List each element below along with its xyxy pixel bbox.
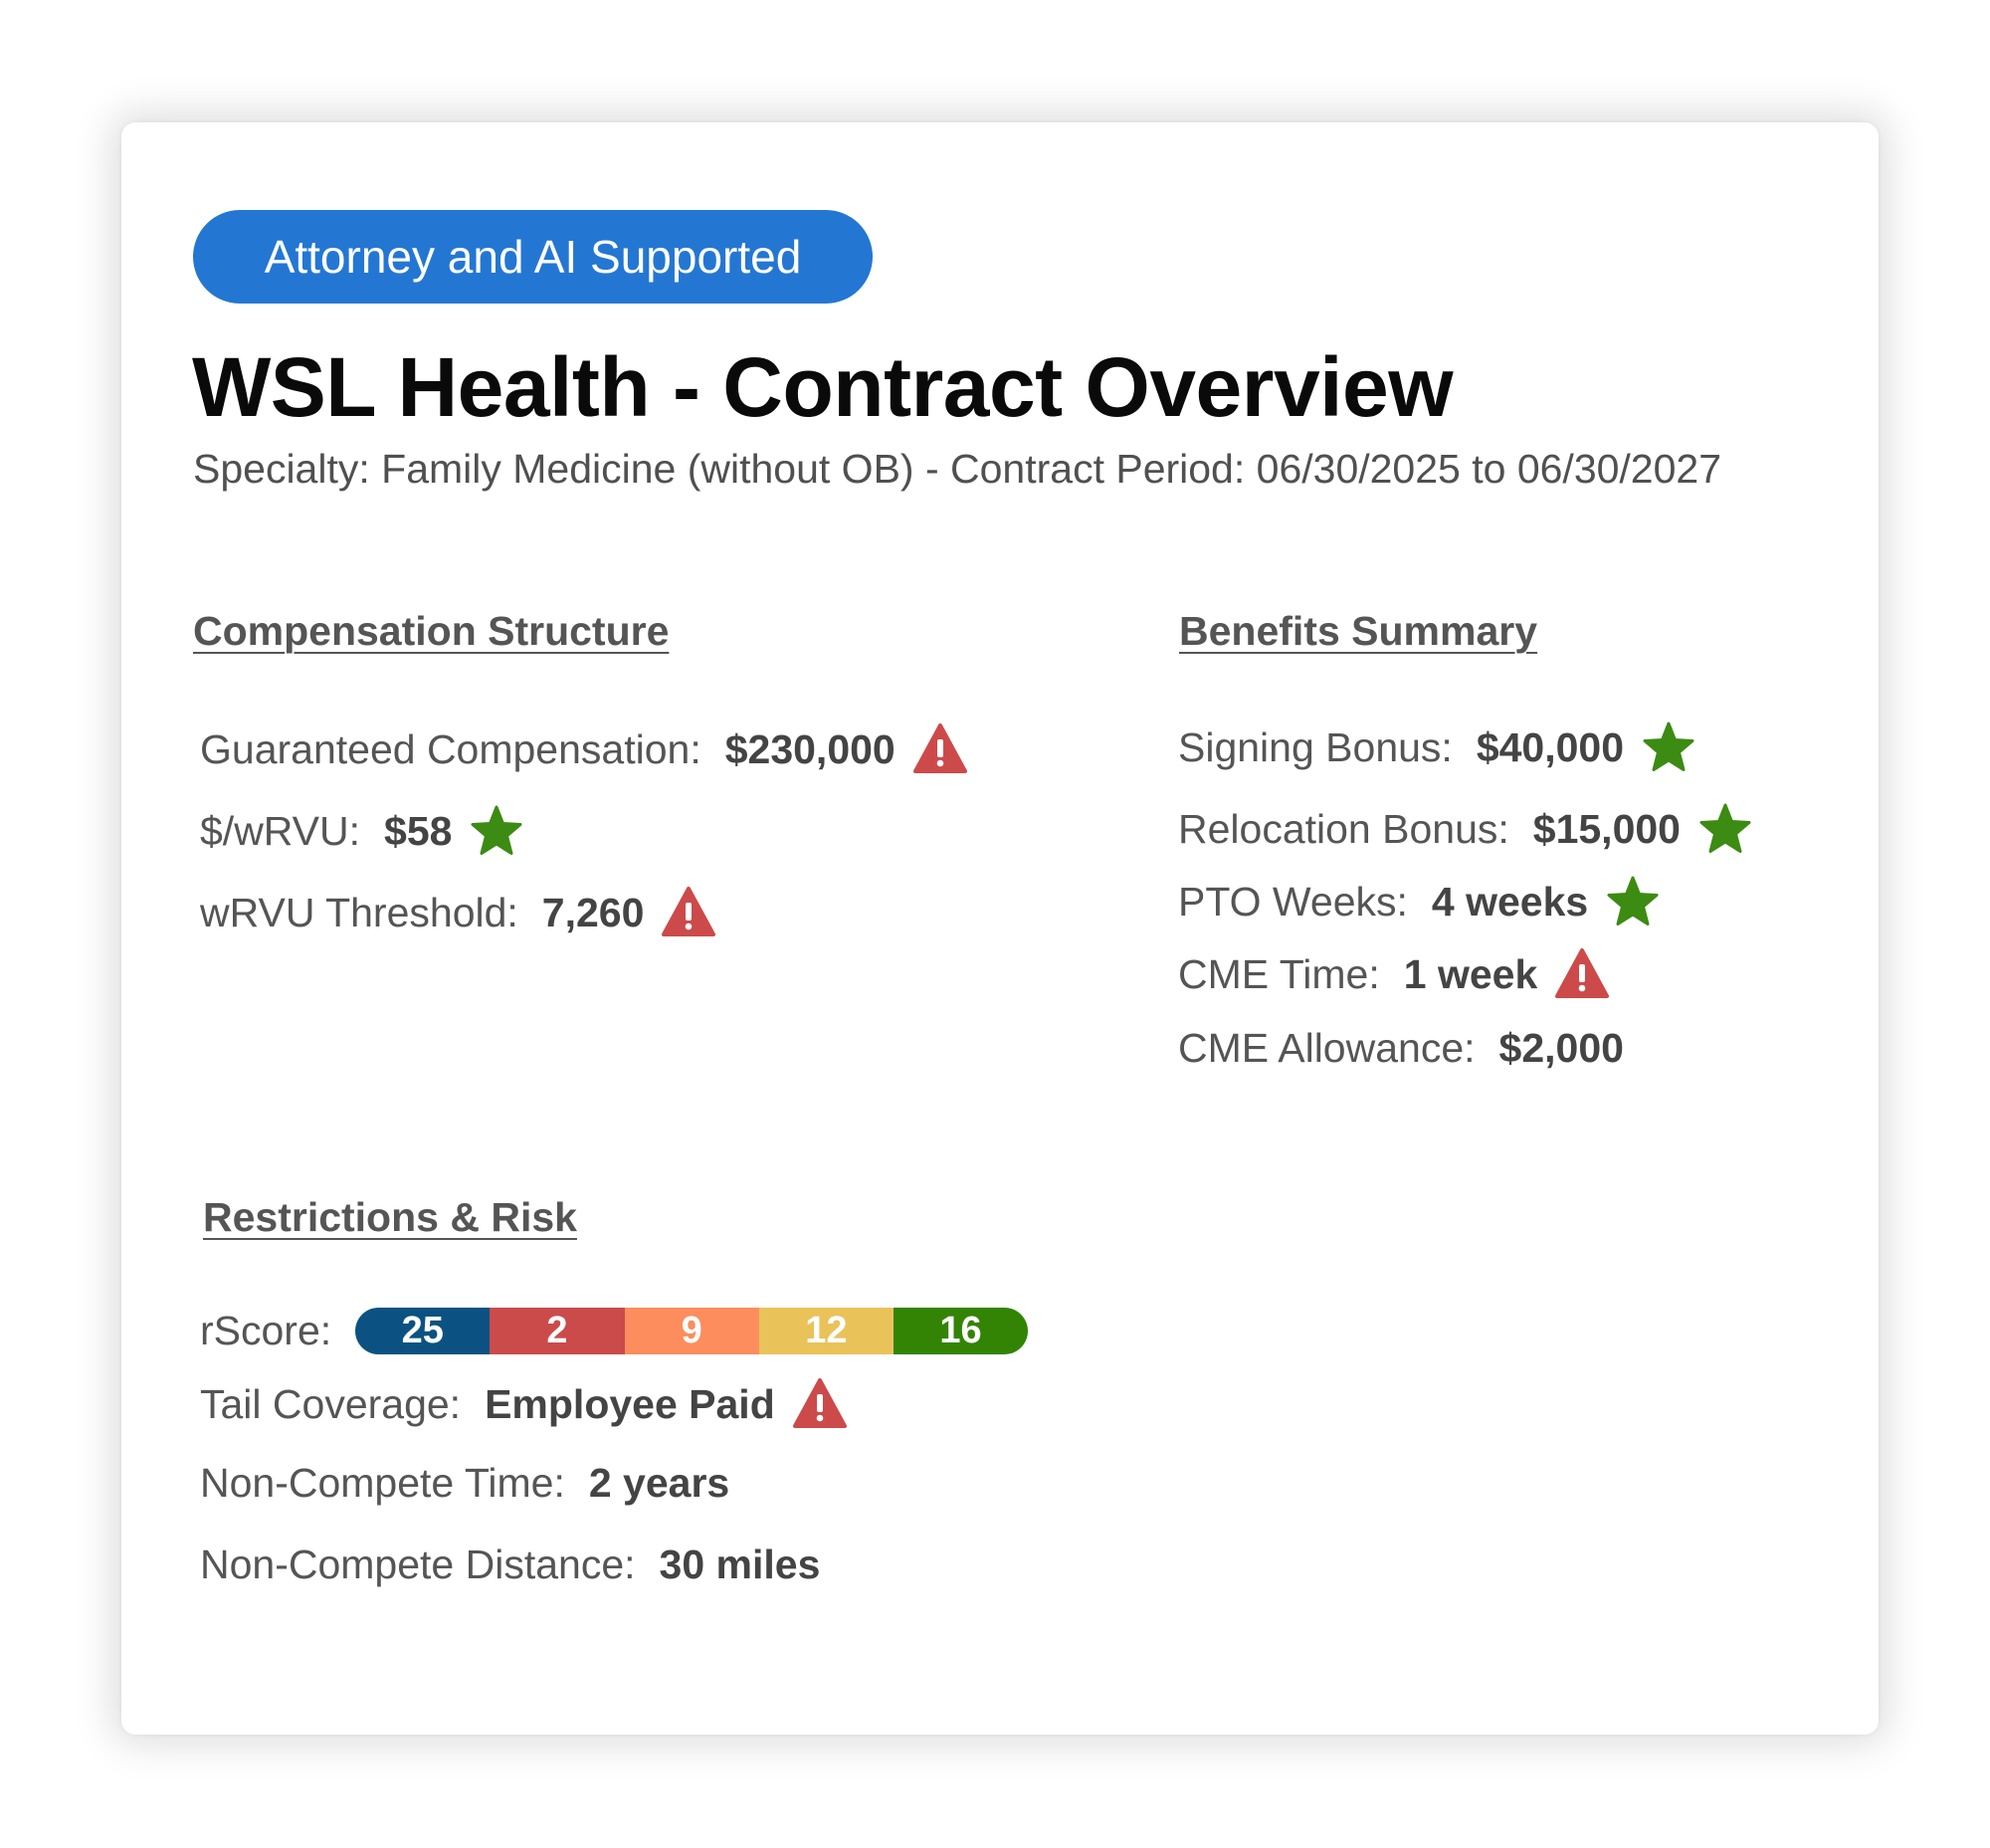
compensation-heading: Compensation Structure	[193, 608, 670, 654]
item-value: Employee Paid	[485, 1380, 775, 1427]
item-label: wRVU Threshold:	[200, 889, 518, 935]
restrictions-item-non-compete-time: Non-Compete Time: 2 years	[200, 1453, 729, 1513]
rscore-row: rScore: 25 2 9 12 16	[200, 1301, 1029, 1360]
benefits-item-cme-time: CME Time: 1 week	[1178, 944, 1610, 1004]
star-icon	[1606, 875, 1660, 928]
item-label: Non-Compete Distance:	[200, 1540, 636, 1587]
item-value: 4 weeks	[1431, 878, 1589, 924]
item-label: Relocation Bonus:	[1178, 805, 1509, 852]
item-value: $2,000	[1498, 1024, 1624, 1071]
contract-overview-card: Attorney and AI Supported WSL Health - C…	[121, 122, 1879, 1735]
rscore-label: rScore:	[200, 1307, 332, 1353]
benefits-item-relocation-bonus: Relocation Bonus: $15,000	[1178, 799, 1752, 859]
item-label: $/wRVU:	[200, 807, 361, 854]
item-value: 1 week	[1403, 950, 1538, 997]
warning-icon	[912, 722, 967, 776]
rscore-segment: 2	[490, 1307, 625, 1354]
restrictions-heading: Restrictions & Risk	[203, 1194, 577, 1240]
attorney-ai-badge: Attorney and AI Supported	[193, 210, 873, 304]
item-label: Non-Compete Time:	[200, 1459, 565, 1506]
item-label: Signing Bonus:	[1178, 723, 1453, 770]
warning-icon	[1555, 947, 1610, 1001]
item-label: CME Time:	[1178, 950, 1380, 997]
warning-icon	[662, 886, 716, 939]
benefits-item-pto-weeks: PTO Weeks: 4 weeks	[1178, 872, 1660, 931]
item-value: 30 miles	[659, 1540, 821, 1587]
restrictions-item-non-compete-distance: Non-Compete Distance: 30 miles	[200, 1535, 820, 1594]
item-label: CME Allowance:	[1178, 1024, 1476, 1071]
rscore-segment: 25	[355, 1307, 491, 1354]
item-label: Tail Coverage:	[200, 1380, 462, 1427]
star-icon	[1642, 720, 1695, 774]
benefits-item-signing-bonus: Signing Bonus: $40,000	[1178, 718, 1695, 777]
rscore-segment: 9	[624, 1307, 759, 1354]
rscore-bar: 25 2 9 12 16	[355, 1307, 1029, 1354]
item-value: 2 years	[588, 1459, 730, 1506]
benefits-heading: Benefits Summary	[1179, 608, 1538, 654]
compensation-item-guaranteed: Guaranteed Compensation: $230,000	[200, 719, 967, 779]
benefits-item-cme-allowance: CME Allowance: $2,000	[1178, 1018, 1624, 1078]
item-value: $40,000	[1476, 723, 1625, 770]
rscore-segment: 12	[758, 1307, 894, 1354]
compensation-item-wrvu-rate: $/wRVU: $58	[200, 801, 523, 861]
restrictions-item-tail-coverage: Tail Coverage: Employee Paid	[200, 1374, 847, 1434]
rscore-segment: 16	[893, 1307, 1029, 1354]
star-icon	[470, 804, 523, 858]
page-title: WSL Health - Contract Overview	[192, 340, 1454, 434]
item-value: 7,260	[541, 889, 645, 935]
compensation-item-wrvu-threshold: wRVU Threshold: 7,260	[200, 883, 716, 942]
item-label: Guaranteed Compensation:	[200, 725, 701, 772]
star-icon	[1698, 802, 1752, 856]
item-value: $15,000	[1532, 805, 1681, 852]
item-value: $230,000	[724, 725, 896, 772]
page-subtitle: Specialty: Family Medicine (without OB) …	[193, 446, 1722, 492]
warning-icon	[792, 1377, 847, 1431]
item-label: PTO Weeks:	[1178, 878, 1408, 924]
item-value: $58	[384, 807, 453, 854]
